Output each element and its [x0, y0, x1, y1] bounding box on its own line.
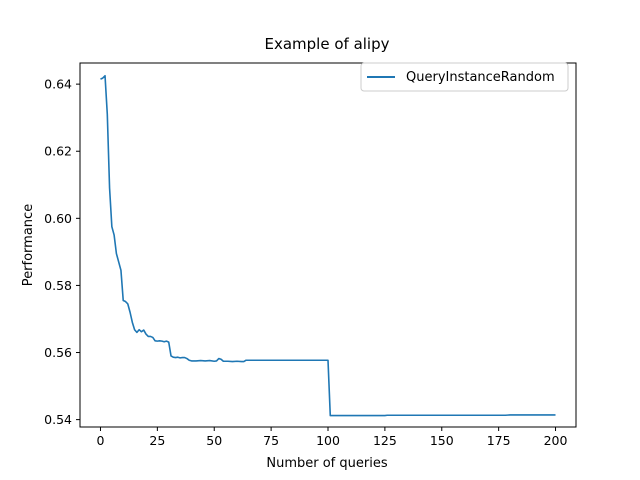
x-tick-label: 150 [430, 433, 454, 448]
chart-title: Example of alipy [265, 35, 390, 53]
y-tick-label: 0.60 [44, 211, 72, 226]
x-tick-label: 75 [263, 433, 279, 448]
x-axis: 0 25 50 75 100 125 150 175 200 [97, 427, 568, 448]
legend-box [360, 62, 569, 92]
legend-entry-label: QueryInstanceRandom [406, 70, 555, 85]
y-axis: 0.54 0.56 0.58 0.60 0.62 0.64 [44, 77, 80, 427]
x-tick-label: 125 [373, 433, 397, 448]
x-tick-label: 50 [206, 433, 222, 448]
x-tick-label: 25 [149, 433, 165, 448]
x-tick-label: 100 [316, 433, 340, 448]
x-tick-label: 175 [487, 433, 511, 448]
y-tick-label: 0.56 [44, 345, 72, 360]
y-axis-label: Performance [21, 204, 36, 286]
x-tick-label: 0 [97, 433, 105, 448]
y-tick-label: 0.54 [44, 412, 72, 427]
y-tick-label: 0.62 [44, 144, 72, 159]
series-line-0 [100, 74, 556, 417]
x-axis-label: Number of queries [266, 456, 387, 471]
y-tick-label: 0.58 [44, 278, 72, 293]
x-tick-label: 200 [544, 433, 568, 448]
legend: QueryInstanceRandom [360, 62, 569, 92]
plot-frame [79, 62, 577, 428]
series-layer [100, 74, 556, 417]
y-tick-label: 0.64 [44, 77, 72, 92]
